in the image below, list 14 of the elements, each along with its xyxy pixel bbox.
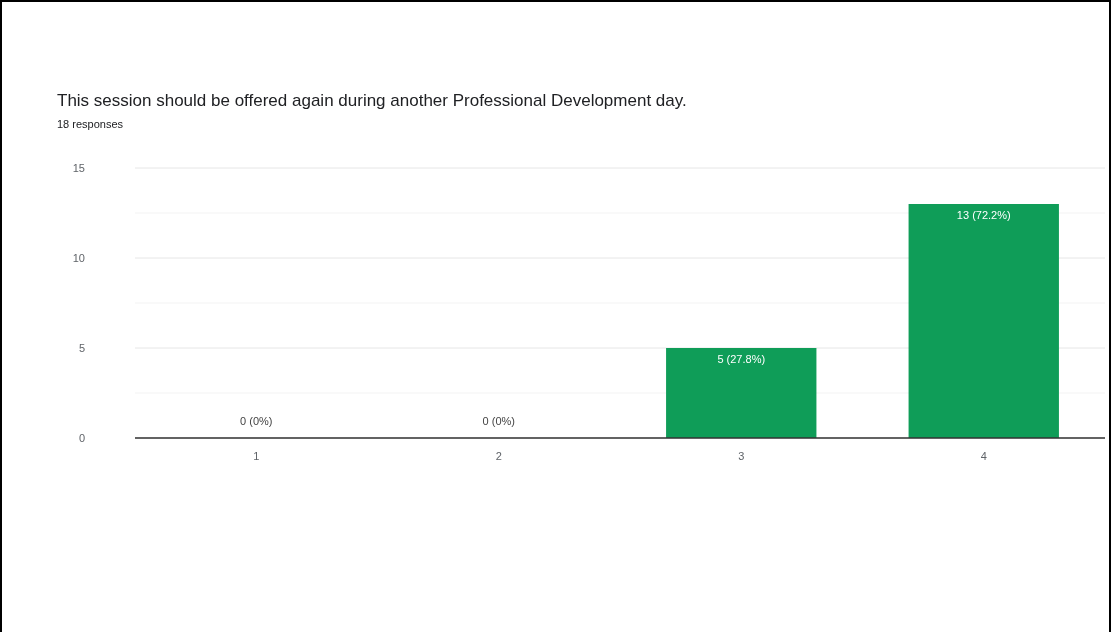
y-tick-label: 10 [72, 252, 85, 265]
data-label: 0 (0%) [482, 415, 515, 427]
y-tick-label: 15 [72, 162, 85, 175]
data-label: 0 (0%) [240, 415, 273, 427]
y-tick-label: 0 [78, 432, 85, 445]
x-tick-label: 3 [738, 449, 745, 462]
y-tick-label: 5 [78, 342, 85, 355]
x-tick-label: 1 [253, 449, 260, 462]
data-label: 5 (27.8%) [717, 353, 766, 365]
chart-subtitle: 18 responses [57, 118, 124, 130]
data-label: 13 (72.2%) [956, 209, 1011, 221]
x-tick-label: 4 [980, 449, 987, 462]
x-tick-label: 2 [495, 449, 502, 462]
chart-title: This session should be offered again during another Professional Development day. [57, 91, 687, 110]
